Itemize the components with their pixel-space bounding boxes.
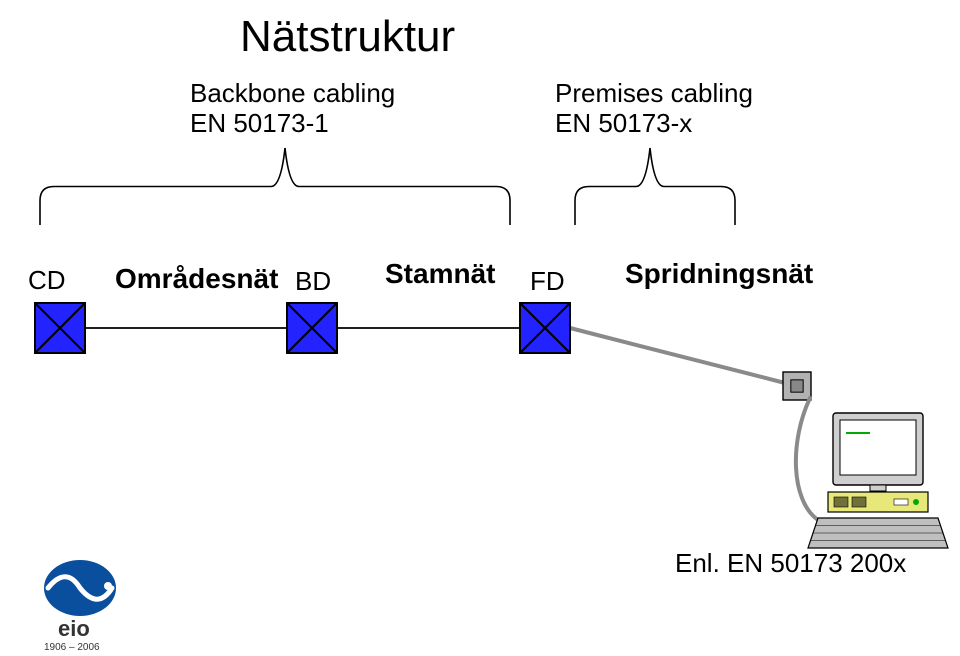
svg-text:1906 – 2006: 1906 – 2006 (44, 642, 100, 653)
svg-text:eio: eio (58, 616, 90, 641)
diagram-canvas: Nätstruktur Backbone cabling EN 50173-1 … (0, 0, 960, 656)
diagram-svg: eio1906 – 2006 (0, 0, 960, 656)
